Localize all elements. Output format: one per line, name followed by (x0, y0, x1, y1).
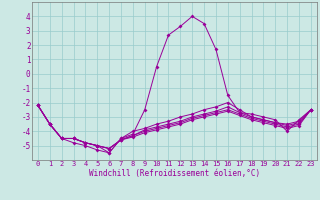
X-axis label: Windchill (Refroidissement éolien,°C): Windchill (Refroidissement éolien,°C) (89, 169, 260, 178)
